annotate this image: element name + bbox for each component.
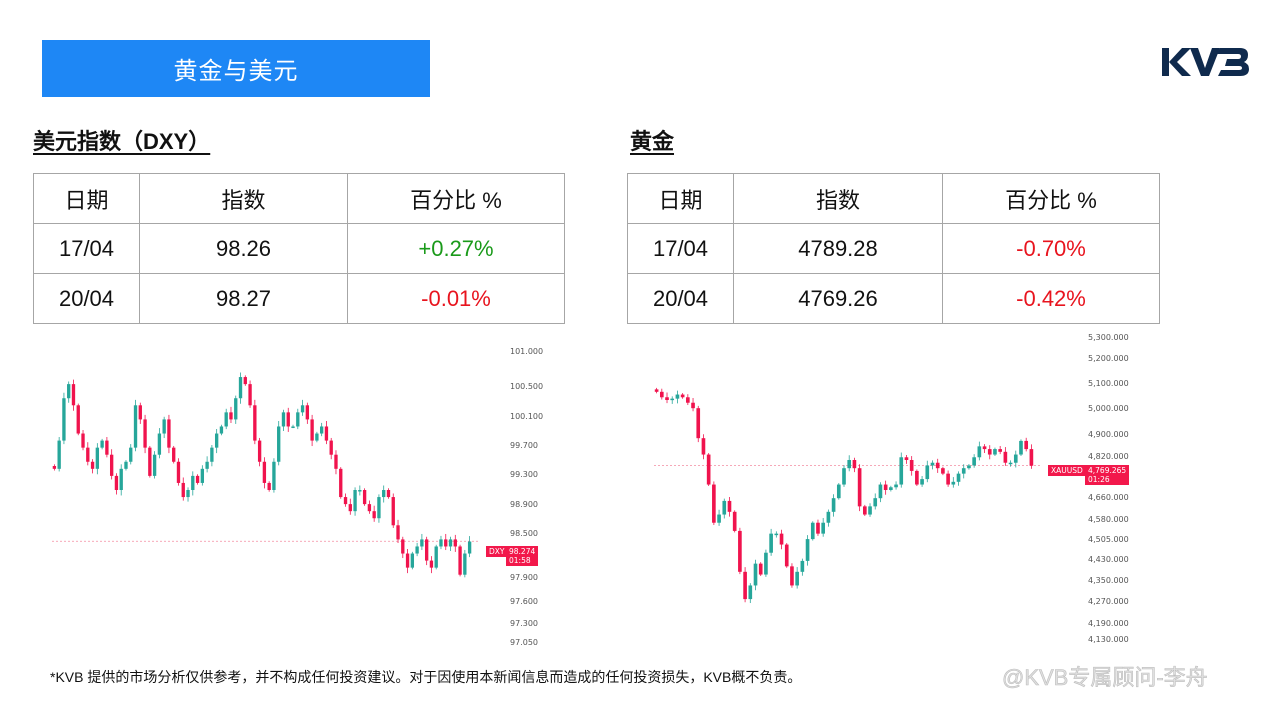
- y-axis-tick: 97.600: [510, 597, 538, 606]
- y-axis-tick: 4,820.000: [1088, 452, 1129, 461]
- gold-price-value: 4,769.265: [1088, 466, 1127, 475]
- y-axis-tick: 97.900: [510, 573, 538, 582]
- col-header-pct: 百分比 %: [347, 173, 565, 224]
- y-axis-tick: 4,350.000: [1088, 576, 1129, 585]
- cell-date: 20/04: [627, 273, 734, 324]
- cell-date: 17/04: [627, 223, 734, 274]
- dxy-section-title: 美元指数（DXY）: [33, 129, 211, 154]
- table-header-row: 日期 指数 百分比 %: [33, 173, 565, 224]
- gold-section-title: 黄金: [630, 129, 675, 154]
- col-header-pct: 百分比 %: [942, 173, 1160, 224]
- dxy-price-tag: 98.274 01:58: [506, 546, 539, 566]
- cell-value: 4789.28: [733, 223, 943, 274]
- y-axis-tick: 99.700: [510, 441, 538, 450]
- col-header-index: 指数: [139, 173, 348, 224]
- kvb-logo: [1162, 48, 1249, 76]
- dxy-time-value: 01:58: [509, 556, 531, 565]
- disclaimer: *KVB 提供的市场分析仅供参考，并不构成任何投资建议。对于因使用本新闻信息而造…: [50, 669, 802, 685]
- col-header-date: 日期: [627, 173, 734, 224]
- y-axis-tick: 4,430.000: [1088, 555, 1129, 564]
- y-axis-tick: 5,100.000: [1088, 379, 1129, 388]
- y-axis-tick: 101.000: [510, 347, 544, 356]
- y-axis-tick: 4,580.000: [1088, 515, 1129, 524]
- gold-candlestick-chart: 5,300.000 5,200.000 5,100.000 5,000.000 4,90…: [640, 330, 1140, 660]
- gold-time-value: 01:26: [1088, 475, 1110, 484]
- y-axis-tick: 4,130.000: [1088, 635, 1129, 644]
- cell-pct: -0.70%: [942, 223, 1160, 274]
- y-axis-tick: 4,190.000: [1088, 619, 1129, 628]
- y-axis-tick: 99.300: [510, 470, 538, 479]
- dxy-symbol-tag: DXY: [486, 546, 508, 557]
- y-axis-tick: 5,200.000: [1088, 354, 1129, 363]
- gold-candles: [654, 387, 1040, 604]
- y-axis-tick: 4,900.000: [1088, 430, 1129, 439]
- gold-price-tag: 4,769.265 01:26: [1085, 465, 1130, 485]
- cell-pct: -0.42%: [942, 273, 1160, 324]
- gold-table: 日期 指数 百分比 % 17/04 4789.28 -0.70% 20/04 4…: [627, 173, 1160, 324]
- gold-symbol-tag: XAUUSD: [1048, 465, 1086, 476]
- cell-pct: -0.01%: [347, 273, 565, 324]
- y-axis-tick: 5,300.000: [1088, 333, 1129, 342]
- dxy-candles: [52, 372, 480, 578]
- col-header-date: 日期: [33, 173, 140, 224]
- y-axis-tick: 98.500: [510, 529, 538, 538]
- cell-value: 4769.26: [733, 273, 943, 324]
- table-row: 20/04 98.27 -0.01%: [33, 273, 565, 324]
- watermark: @KVB专属顾问-李舟: [1002, 665, 1208, 691]
- y-axis-tick: 100.500: [510, 382, 544, 391]
- table-row: 17/04 4789.28 -0.70%: [627, 223, 1160, 274]
- cell-value: 98.27: [139, 273, 348, 324]
- dxy-table: 日期 指数 百分比 % 17/04 98.26 +0.27% 20/04 98.…: [33, 173, 565, 324]
- table-row: 20/04 4769.26 -0.42%: [627, 273, 1160, 324]
- cell-value: 98.26: [139, 223, 348, 274]
- table-header-row: 日期 指数 百分比 %: [627, 173, 1160, 224]
- cell-date: 17/04: [33, 223, 140, 274]
- y-axis-tick: 98.900: [510, 500, 538, 509]
- y-axis-tick: 4,505.000: [1088, 535, 1129, 544]
- cell-date: 20/04: [33, 273, 140, 324]
- dxy-price-value: 98.274: [509, 547, 536, 556]
- y-axis-tick: 100.100: [510, 412, 544, 421]
- cell-pct: +0.27%: [347, 223, 565, 274]
- page-title-banner: 黄金与美元: [42, 40, 430, 97]
- dxy-candlestick-chart: 101.000 100.500 100.100 99.700 99.300 98.900 9…: [40, 340, 560, 660]
- col-header-index: 指数: [733, 173, 943, 224]
- y-axis-tick: 4,270.000: [1088, 597, 1129, 606]
- y-axis-tick: 97.300: [510, 619, 538, 628]
- y-axis-tick: 4,660.000: [1088, 493, 1129, 502]
- page-title: 黄金与美元: [173, 58, 299, 85]
- y-axis-tick: 5,000.000: [1088, 404, 1129, 413]
- table-row: 17/04 98.26 +0.27%: [33, 223, 565, 274]
- y-axis-tick: 97.050: [510, 638, 538, 647]
